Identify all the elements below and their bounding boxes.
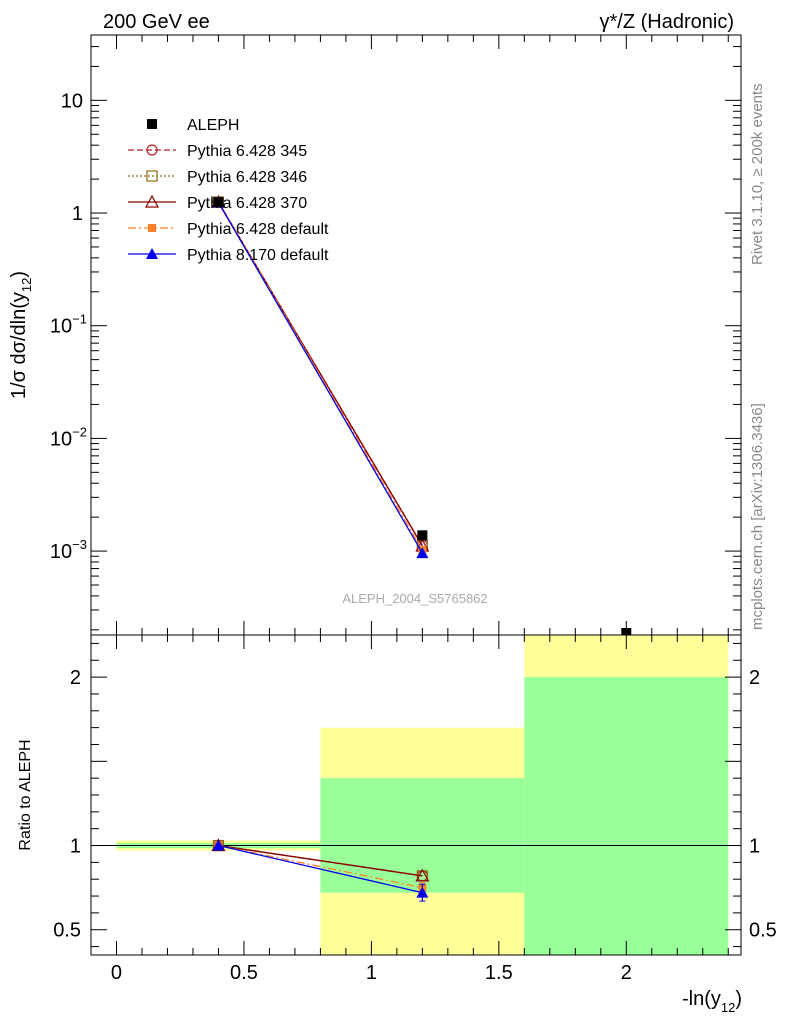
ratio-point-pythia-8-170-default bbox=[212, 839, 225, 851]
ratio-series-layer bbox=[211, 838, 430, 902]
ratio-y-tick-label-right: 2 bbox=[749, 667, 760, 689]
main-y-label-sub: 12 bbox=[19, 278, 34, 292]
main-y-tick-label-exp: −3 bbox=[72, 537, 87, 552]
ratio-y-tick-label: 2 bbox=[70, 667, 81, 689]
main-y-label-main: 1/σ dσ/dln(y bbox=[8, 292, 30, 399]
ratio-point-pythia-6-428-370 bbox=[415, 868, 430, 882]
ratio-bands bbox=[91, 635, 741, 955]
x-axis-label: -ln(y12) bbox=[682, 988, 742, 1015]
legend-label-aleph: ALEPH bbox=[187, 117, 239, 134]
main-point-pythia-8-170-default bbox=[416, 547, 429, 559]
ratio-x-tick-label: 2 bbox=[621, 962, 632, 984]
legend-marker-pythia-6-428-346 bbox=[146, 170, 158, 182]
ratio-y-tick-label: 1 bbox=[70, 836, 81, 858]
main-point-aleph bbox=[417, 530, 428, 541]
legend-marker-aleph bbox=[147, 119, 157, 129]
main-y-axis-label: 1/σ dσ/dln(y12) bbox=[8, 271, 34, 399]
ratio-x-tick-label: 0.5 bbox=[230, 962, 258, 984]
ratio-band-inner-1 bbox=[320, 778, 525, 893]
main-y-tick-label-exp: −1 bbox=[72, 312, 87, 327]
x-label-close: ) bbox=[735, 988, 742, 1010]
ratio-axes: 0 0.5 1 1.5 2 0.5 0.5 1 1 2 2 bbox=[53, 635, 777, 984]
header-right-title: γ*/Z (Hadronic) bbox=[600, 11, 734, 33]
ratio-y-tick-label-right: 1 bbox=[749, 836, 760, 858]
header-left-title: 200 GeV ee bbox=[103, 11, 210, 33]
main-series-line-pythia-8-170-default bbox=[217, 202, 423, 554]
main-y-tick-label-base: 10 bbox=[50, 316, 72, 338]
main-y-tick-label-base: 10 bbox=[61, 90, 83, 112]
ratio-point-pythia-8-170-default bbox=[416, 886, 429, 898]
ratio-series-line-pythia-8-170-default bbox=[218, 844, 423, 894]
rivet-version-text: Rivet 3.1.10, ≥ 200k events bbox=[749, 83, 766, 265]
ratio-x-tick-label: 1 bbox=[366, 962, 377, 984]
main-y-tick-label-base: 10 bbox=[50, 541, 72, 563]
mcplots-credit-text: mcplots.cern.ch [arXiv:1306.3436] bbox=[749, 403, 766, 630]
svg-text:1/σ dσ/dln(y12): 1/σ dσ/dln(y12) bbox=[8, 271, 34, 399]
legend: ALEPH Pythia 6.428 345 Pythia 6.428 346 Pyt… bbox=[128, 117, 329, 264]
legend-label-pythia-6-428-345: Pythia 6.428 345 bbox=[187, 143, 307, 160]
ratio-y-axis-label: Ratio to ALEPH bbox=[17, 739, 34, 850]
legend-label-pythia-6-428-370: Pythia 6.428 370 bbox=[187, 195, 307, 212]
ratio-x-tick-label: 1.5 bbox=[485, 962, 513, 984]
legend-label-pythia-6-428-default: Pythia 6.428 default bbox=[187, 221, 329, 238]
ratio-y-tick-label: 0.5 bbox=[53, 920, 81, 942]
x-label-sub: 12 bbox=[721, 1000, 735, 1015]
legend-marker-pythia-6-428-345 bbox=[146, 144, 158, 156]
analysis-watermark: ALEPH_2004_S5765862 bbox=[342, 591, 487, 606]
main-y-tick-label-base: 10 bbox=[50, 428, 72, 450]
ratio-series-line-pythia-6-428-default bbox=[218, 844, 423, 889]
ratio-band-inner-2 bbox=[524, 677, 729, 955]
ratio-x-tick-label: 0 bbox=[111, 962, 122, 984]
main-y-tick-label: 10−1 bbox=[50, 312, 87, 338]
legend-marker-pythia-6-428-370 bbox=[144, 194, 160, 208]
main-y-label-close: ) bbox=[8, 271, 30, 278]
legend-label-pythia-6-428-346: Pythia 6.428 346 bbox=[187, 169, 307, 186]
legend-marker-pythia-8-170-default bbox=[146, 248, 158, 259]
main-y-tick-label: 10−2 bbox=[50, 424, 87, 450]
main-y-tick-label: 10−3 bbox=[50, 537, 87, 563]
ratio-y-tick-label-right: 0.5 bbox=[749, 920, 777, 942]
main-y-tick-label: 1 bbox=[72, 203, 83, 225]
ratio-series-line-pythia-6-428-370 bbox=[218, 844, 423, 877]
main-series-layer bbox=[211, 194, 632, 638]
main-y-tick-label: 10 bbox=[61, 90, 83, 112]
legend-label-pythia-8-170-default: Pythia 8.170 default bbox=[187, 247, 329, 264]
main-point-aleph bbox=[213, 197, 224, 208]
main-y-tick-label-base: 1 bbox=[72, 203, 83, 225]
x-label-main: -ln(y bbox=[682, 988, 721, 1010]
legend-marker-pythia-6-428-default bbox=[148, 224, 156, 232]
main-y-tick-label-exp: −2 bbox=[72, 424, 87, 439]
